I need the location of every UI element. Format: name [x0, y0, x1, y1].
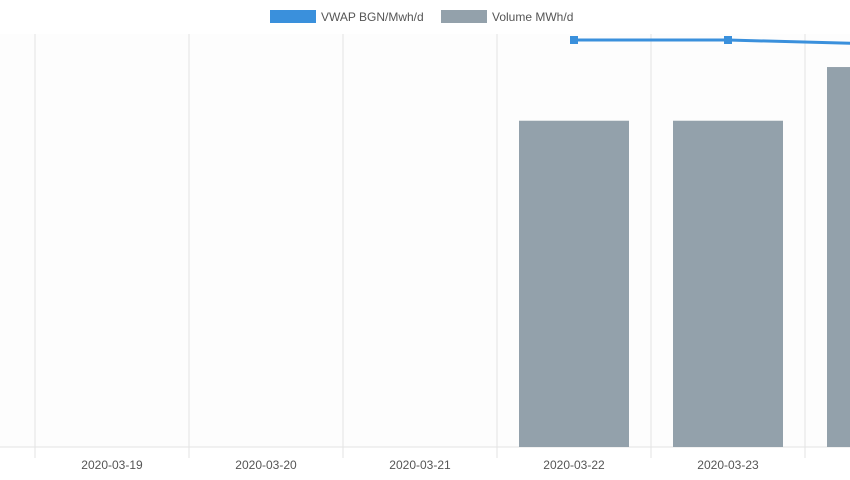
legend-label-vwap: VWAP BGN/Mwh/d — [321, 10, 424, 24]
legend-swatch-vwap — [270, 10, 316, 23]
bar-2020-03-23[interactable] — [673, 120, 783, 447]
x-tick-label: 2020-03-22 — [543, 458, 605, 472]
legend-label-volume: Volume MWh/d — [492, 10, 573, 24]
bar-2020-03-22[interactable] — [519, 120, 629, 447]
volume-bars — [519, 67, 850, 447]
x-tick-label: 2020-03-20 — [235, 458, 297, 472]
x-tick-label: 2020-03-23 — [697, 458, 759, 472]
x-tick-label: 2020-03-21 — [389, 458, 451, 472]
legend-swatch-volume — [441, 10, 487, 23]
vwap-point-2020-03-22[interactable] — [570, 36, 578, 44]
legend-item-vwap[interactable]: VWAP BGN/Mwh/d — [270, 10, 424, 24]
bar-2020-03-24[interactable] — [827, 67, 850, 447]
legend: VWAP BGN/Mwh/d Volume MWh/d — [270, 10, 573, 24]
vwap-line — [570, 36, 850, 45]
x-axis-ticks: 2020-03-19 2020-03-20 2020-03-21 2020-03-22… — [81, 458, 759, 472]
legend-item-volume[interactable]: Volume MWh/d — [441, 10, 573, 24]
x-tick-label: 2020-03-19 — [81, 458, 143, 472]
vwap-point-2020-03-23[interactable] — [724, 36, 732, 44]
